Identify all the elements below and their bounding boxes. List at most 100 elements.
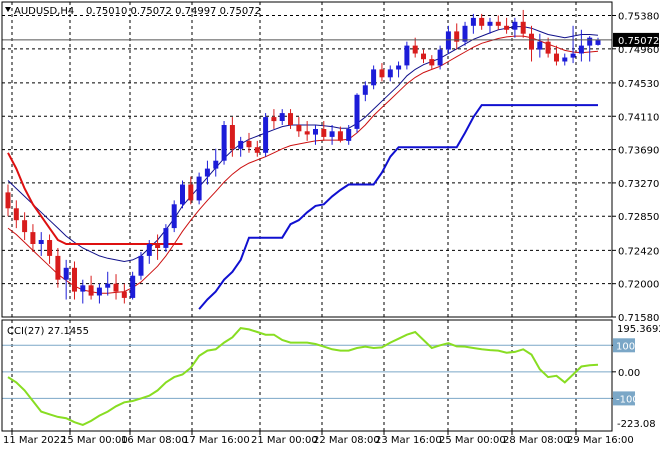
candle [362, 81, 368, 102]
time-tick-label: 25 Mar 00:00 [439, 435, 506, 446]
candle [404, 41, 410, 70]
candle [578, 29, 584, 62]
candle [529, 25, 534, 62]
candle [545, 37, 551, 58]
svg-text:-100: -100 [616, 394, 639, 405]
chart-header-symbol: AUDUSD,H4 [14, 6, 74, 17]
candle [113, 274, 119, 300]
moving-average-line [7, 35, 599, 294]
candle [429, 55, 435, 70]
cci-panel-border [1, 319, 613, 432]
candle [63, 259, 69, 300]
upper-band-line [7, 26, 599, 263]
candle [454, 23, 460, 50]
cci-tick-label: 0.00 [618, 368, 640, 379]
candle [55, 247, 61, 288]
candle [13, 200, 19, 229]
trailing-stop-blue-line [198, 104, 598, 310]
price-tick-label: 0.73270 [618, 179, 659, 190]
menu-triangle-icon[interactable] [5, 7, 11, 12]
candle [263, 113, 269, 157]
candle [562, 53, 568, 66]
candle [22, 212, 28, 241]
candle [421, 49, 426, 64]
candle [163, 224, 169, 252]
candle [38, 232, 44, 256]
candle [437, 45, 443, 70]
candle [288, 109, 293, 129]
candle [229, 117, 235, 157]
candle [412, 37, 418, 58]
candle [354, 93, 360, 133]
candle [5, 184, 11, 217]
price-tick-label: 0.74530 [618, 79, 659, 90]
candle [246, 132, 252, 153]
time-tick-label: 28 Mar 08:00 [503, 435, 570, 446]
candle [180, 180, 185, 209]
svg-text:0.75072: 0.75072 [618, 36, 659, 47]
time-tick-label: 17 Mar 16:00 [183, 435, 250, 446]
main-panel-border [1, 1, 613, 318]
time-tick-label: 23 Mar 16:00 [375, 435, 442, 446]
price-tick-label: 0.72000 [618, 280, 659, 291]
candle [121, 283, 127, 304]
price-tick-label: 0.72850 [618, 212, 659, 223]
time-tick-label: 11 Mar 2022 [3, 435, 66, 446]
candle [470, 13, 476, 34]
time-tick-label: 21 Mar 00:00 [251, 435, 318, 446]
price-tick-label: 0.73690 [618, 146, 659, 157]
candle [337, 126, 343, 143]
price-tick-label: 0.71580 [618, 313, 659, 324]
candle [72, 261, 77, 300]
trailing-stop-red-line [7, 152, 183, 245]
candle [146, 240, 152, 264]
candle [96, 283, 102, 304]
price-tick-label: 0.74110 [618, 112, 659, 123]
candle [138, 251, 144, 280]
current-price-label: 0.75072 [613, 32, 659, 47]
time-tick-label: 15 Mar 00:00 [61, 435, 128, 446]
candle [238, 136, 244, 157]
price-tick-label: 0.75380 [618, 12, 659, 23]
time-tick-label: 16 Mar 08:00 [121, 435, 188, 446]
cci-line [7, 327, 599, 426]
candle [520, 9, 526, 38]
time-tick-label: 29 Mar 16:00 [567, 435, 634, 446]
candle [279, 109, 285, 125]
cci-range-label: -223.08 [617, 419, 656, 430]
candle [80, 279, 86, 304]
candle [346, 124, 352, 145]
candle [171, 200, 177, 233]
cci-header: CCI(27) 27.1455 [7, 326, 89, 337]
candle [379, 63, 385, 82]
candle [396, 61, 402, 78]
candle [296, 117, 302, 137]
candle [196, 172, 202, 205]
price-tick-label: 0.72420 [618, 246, 659, 257]
candle [130, 271, 136, 300]
candle [595, 37, 601, 46]
candle [321, 121, 327, 141]
candle [554, 45, 559, 66]
candle [537, 33, 543, 58]
candle [371, 65, 377, 90]
candle [30, 224, 36, 252]
candle [47, 234, 53, 264]
candle [271, 109, 277, 129]
candle [495, 15, 501, 30]
candle [462, 21, 468, 46]
candle [387, 65, 393, 82]
candle [88, 275, 94, 300]
time-tick-label: 22 Mar 08:00 [313, 435, 380, 446]
candle [487, 17, 493, 34]
candle [504, 17, 510, 34]
candle [204, 160, 210, 185]
cci-level-label: -100 [613, 391, 639, 406]
candle [254, 140, 260, 157]
candle [105, 271, 111, 296]
candle [304, 121, 310, 141]
candle [512, 17, 518, 38]
price-tick-label: 0.74960 [618, 45, 659, 56]
cci-range-label: 195.3692 [617, 324, 660, 335]
